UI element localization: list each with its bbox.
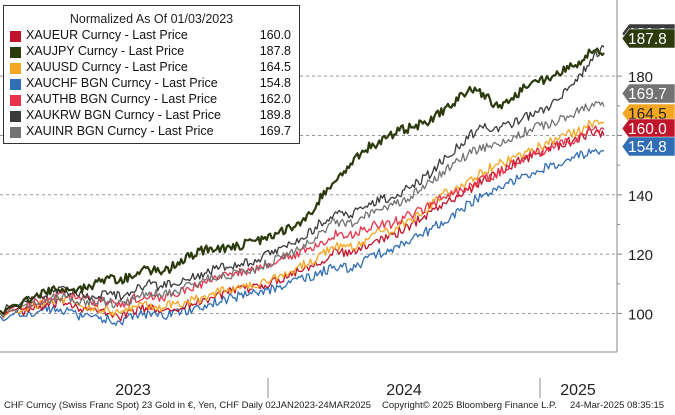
last-value-tag — [621, 28, 675, 49]
legend-swatch — [10, 31, 21, 42]
y-tick-label: 100 — [628, 306, 653, 323]
legend-label: XAUKRW BGN Curncy - Last Price — [26, 108, 221, 122]
legend-value: 154.8 — [259, 76, 291, 90]
legend-entry: XAUINR BGN Curncy - Last Price 169.7 — [10, 124, 293, 140]
legend-value: 169.7 — [259, 124, 291, 138]
series-line — [0, 119, 605, 319]
last-value-tag-label: 160.0 — [628, 121, 667, 138]
x-period-label: 2025 — [560, 382, 596, 399]
footer-source: CHF Curncy (Swiss Franc Spot) 23 Gold in… — [4, 400, 371, 411]
legend-value: 164.5 — [259, 60, 291, 74]
legend-entry: XAUCHF BGN Curncy - Last Price 154.8 — [10, 76, 293, 92]
legend-entry: XAUJPY Curncy - Last Price 187.8 — [10, 44, 293, 60]
legend-entry: XAUTHB BGN Curncy - Last Price 162.0 — [10, 92, 293, 108]
legend-label: XAUCHF BGN Curncy - Last Price — [26, 76, 218, 90]
last-value-tag — [621, 136, 675, 157]
last-value-tag — [621, 83, 675, 104]
series-line — [0, 148, 605, 326]
series-line — [0, 47, 605, 316]
y-tick-label: 180 — [628, 69, 653, 86]
legend-label: XAUEUR Curncy - Last Price — [26, 28, 188, 42]
legend-label: XAUUSD Curncy - Last Price — [26, 60, 188, 74]
legend-entry: XAUUSD Curncy - Last Price 164.5 — [10, 60, 293, 76]
series-line — [0, 128, 605, 322]
legend-label: XAUJPY Curncy - Last Price — [26, 44, 185, 58]
legend-value: 189.8 — [259, 108, 291, 122]
legend-swatch — [10, 79, 21, 90]
legend-label: XAUINR BGN Curncy - Last Price — [26, 124, 214, 138]
legend-label: XAUTHB BGN Curncy - Last Price — [26, 92, 218, 106]
x-period-label: 2023 — [115, 382, 151, 399]
legend-value: 187.8 — [259, 44, 291, 58]
series-line — [0, 101, 605, 318]
legend-swatch — [10, 95, 21, 106]
last-value-tag-label: 169.7 — [628, 86, 667, 103]
legend-value: 162.0 — [259, 92, 291, 106]
chart-title: Normalized As Of 01/03/2023 — [69, 12, 234, 26]
footer-copyright: Copyright© 2025 Bloomberg Finance L.P. — [382, 400, 557, 411]
footer-timestamp: 24-Mar-2025 08:35:15 — [570, 400, 665, 411]
series-lines — [0, 44, 605, 326]
y-tick-label: 140 — [628, 188, 653, 205]
legend-swatch — [10, 111, 21, 122]
last-value-tag-label: 187.8 — [628, 31, 667, 48]
legend-swatch — [10, 127, 21, 138]
series-line — [0, 44, 605, 315]
legend-entry: XAUKRW BGN Curncy - Last Price 189.8 — [10, 108, 293, 124]
x-period-label: 2024 — [386, 382, 422, 399]
x-axis-periods: 2023 2024 2025 — [115, 378, 596, 399]
last-value-tag-label: 154.8 — [628, 139, 667, 156]
legend: Normalized As Of 01/03/2023 XAUEUR Curnc… — [3, 5, 300, 144]
legend-value: 160.0 — [259, 28, 291, 42]
y-tick-label: 120 — [628, 247, 653, 264]
legend-swatch — [10, 47, 21, 58]
last-value-tag — [621, 118, 675, 139]
legend-entry: XAUEUR Curncy - Last Price 160.0 — [10, 28, 293, 44]
legend-swatch — [10, 63, 21, 74]
